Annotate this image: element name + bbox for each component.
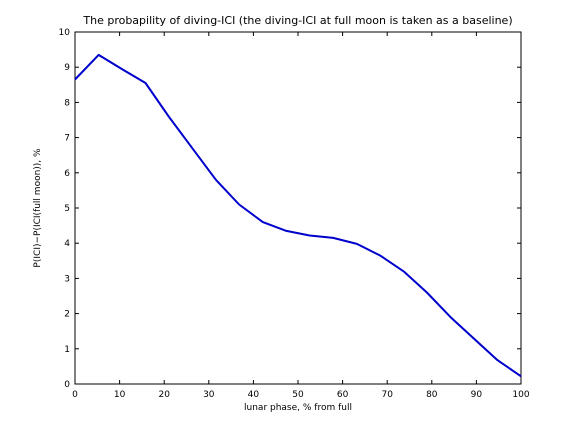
y-axis-label: P(ICI)−P(ICI(full moon)), % [33,148,43,268]
y-tick-label: 2 [64,310,70,320]
series-lines [74,53,522,378]
y-tick-label: 9 [64,63,70,73]
y-axis-ticks: 0 1 2 3 4 5 6 7 8 9 10 [59,28,521,390]
y-tick-label: 4 [64,239,70,249]
plot-area [74,31,522,385]
y-tick-label: 7 [64,134,70,144]
x-tick-label: 60 [337,390,349,400]
x-axis-ticks: 0 10 20 30 40 50 60 70 80 90 100 [72,32,530,400]
x-tick-label: 10 [114,390,126,400]
x-tick-label: 0 [72,390,78,400]
y-tick-label: 6 [64,169,70,179]
y-tick-label: 1 [64,345,70,355]
x-tick-label: 90 [471,390,483,400]
y-tick-label: 8 [64,98,70,108]
y-tick-label: 10 [59,28,71,38]
x-tick-label: 70 [381,390,393,400]
x-tick-label: 50 [292,390,304,400]
x-tick-label: 80 [426,390,438,400]
x-tick-label: 30 [203,390,215,400]
series-line [74,53,522,378]
x-axis-label: lunar phase, % from full [244,403,352,413]
x-tick-label: 40 [248,390,260,400]
x-tick-label: 100 [512,390,529,400]
y-tick-label: 5 [64,204,70,214]
y-tick-label: 0 [64,380,70,390]
y-tick-label: 3 [64,274,70,284]
x-tick-label: 20 [158,390,170,400]
chart-title: The probapility of diving-ICI (the divin… [82,14,512,27]
